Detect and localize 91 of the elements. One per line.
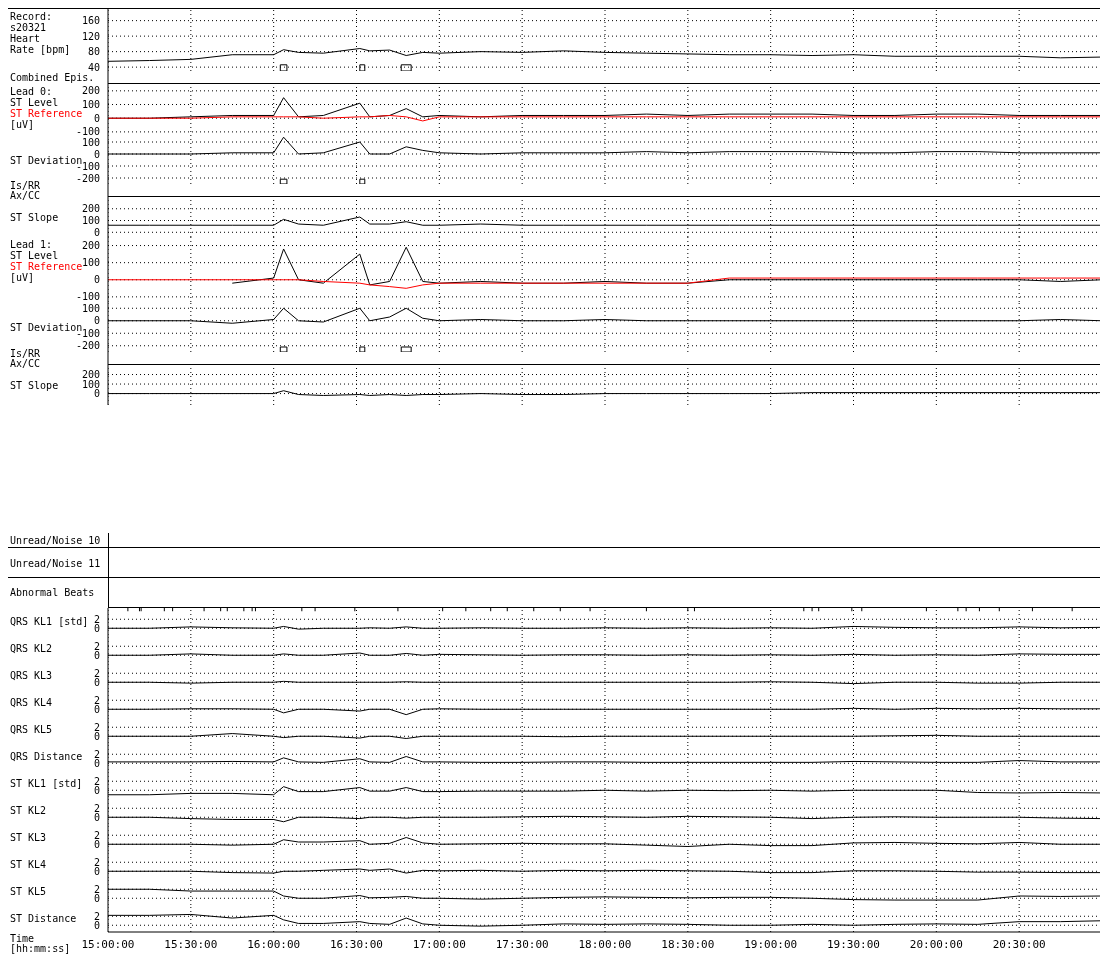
x-tick-label: 16:00:00 [247, 937, 301, 951]
y-tick-label: 0 [93, 703, 100, 715]
y-axis-title: ST KL2 [10, 805, 47, 816]
y-tick-label: 0 [93, 622, 100, 634]
y-tick-label: 40 [87, 61, 100, 73]
y-tick-label: 2 [93, 694, 100, 706]
y-tick-label: 160 [81, 15, 100, 27]
x-tick-label: 19:00:00 [744, 937, 798, 951]
x-axis-title: Time [hh:mm:ss] [10, 933, 71, 954]
y-tick-label: 2 [93, 748, 100, 760]
y-axis-title: Heart Rate [bpm] [10, 33, 71, 55]
y-tick-label: 200 [81, 203, 100, 215]
y-tick-label: 0 [93, 757, 100, 769]
x-tick-label: 20:30:00 [992, 937, 1046, 951]
y-tick-label: 0 [93, 315, 100, 327]
chart-title: Lead 1: [10, 239, 53, 250]
y-tick-label: 0 [93, 730, 100, 742]
x-tick-label: 20:00:00 [909, 937, 963, 951]
x-tick-label: 17:30:00 [495, 937, 549, 951]
y-tick-label: 2 [93, 829, 100, 841]
y-tick-label: 0 [93, 388, 100, 400]
x-tick-label: 16:30:00 [330, 937, 383, 951]
text: ST Reference [10, 108, 83, 119]
y-tick-label: -100 [75, 291, 100, 303]
y-tick-label: 200 [81, 85, 100, 97]
y-tick-label: 2 [93, 667, 100, 679]
text: Unread/Noise 10 [10, 535, 101, 546]
y-tick-label: -100 [75, 126, 100, 138]
y-tick-label: 2 [93, 613, 100, 625]
chart-title: Lead 0: [10, 86, 53, 97]
y-axis-title: QRS KL4 [10, 697, 53, 708]
y-axis-title: ST KL3 [10, 832, 47, 843]
y-tick-label: 0 [93, 811, 100, 823]
y-tick-label: 2 [93, 856, 100, 868]
y-tick-label: 0 [93, 649, 100, 661]
y-axis-title: QRS Distance [10, 751, 83, 762]
x-tick-label: 19:30:00 [827, 937, 880, 951]
y-tick-label: 2 [93, 910, 100, 922]
y-tick-label: 80 [87, 46, 100, 58]
y-tick-label: 2 [93, 802, 100, 814]
y-tick-label: 0 [93, 784, 100, 796]
y-tick-label: 100 [81, 302, 100, 314]
y-axis-title: QRS KL3 [10, 670, 53, 681]
text: Combined Epis. [10, 71, 95, 83]
text: Is/RR Ax/CC [10, 179, 41, 201]
text: Is/RR Ax/CC [10, 347, 41, 369]
y-tick-label: 2 [93, 883, 100, 895]
text: ST Level [10, 97, 59, 108]
x-tick-label: 17:00:00 [412, 937, 466, 951]
y-tick-label: 200 [81, 369, 100, 381]
y-tick-label: 0 [93, 838, 100, 850]
y-axis-title: ST KL5 [10, 886, 47, 897]
x-tick-label: 18:00:00 [578, 937, 632, 951]
y-tick-label: 120 [81, 30, 100, 42]
y-tick-label: 2 [93, 640, 100, 652]
text: Record: s20321 [10, 11, 53, 33]
y-tick-label: 0 [93, 148, 100, 160]
y-axis-title: ST Distance [10, 913, 77, 924]
y-tick-label: 0 [93, 226, 100, 238]
y-tick-label: 0 [93, 892, 100, 904]
text: ST Level [10, 250, 59, 261]
y-axis-title: ST Slope [10, 211, 59, 223]
y-tick-label: 2 [93, 721, 100, 733]
y-axis-title: [uV] [10, 119, 35, 130]
y-tick-label: 100 [81, 99, 100, 111]
y-tick-label: 2 [93, 775, 100, 787]
y-tick-label: 100 [81, 257, 100, 269]
y-axis-title: ST KL1 [std] [10, 778, 83, 789]
y-tick-label: 0 [93, 865, 100, 877]
y-tick-label: 100 [81, 378, 100, 390]
x-tick-label: 15:30:00 [164, 937, 218, 951]
y-axis-title: QRS KL1 [std] [10, 616, 89, 627]
y-axis-title: QRS KL2 [10, 643, 53, 654]
y-axis-title: QRS KL5 [10, 724, 53, 735]
x-tick-label: 15:00:00 [81, 937, 135, 951]
y-tick-label: 0 [93, 676, 100, 688]
y-axis-title: [uV] [10, 272, 35, 283]
y-tick-label: 200 [81, 240, 100, 252]
y-tick-label: 0 [93, 112, 100, 124]
text: Unread/Noise 11 [10, 557, 101, 569]
line-series [108, 277, 1100, 289]
y-axis-title: ST KL4 [10, 859, 47, 870]
y-tick-label: 100 [81, 215, 100, 227]
y-axis-title: ST Slope [10, 379, 59, 391]
y-tick-label: -200 [75, 172, 100, 184]
y-tick-label: 0 [93, 919, 100, 931]
y-tick-label: 100 [81, 136, 100, 148]
x-tick-label: 18:30:00 [661, 937, 715, 951]
text: Abnormal Beats [10, 587, 95, 598]
y-tick-label: -200 [75, 340, 100, 352]
y-tick-label: 0 [93, 274, 100, 286]
